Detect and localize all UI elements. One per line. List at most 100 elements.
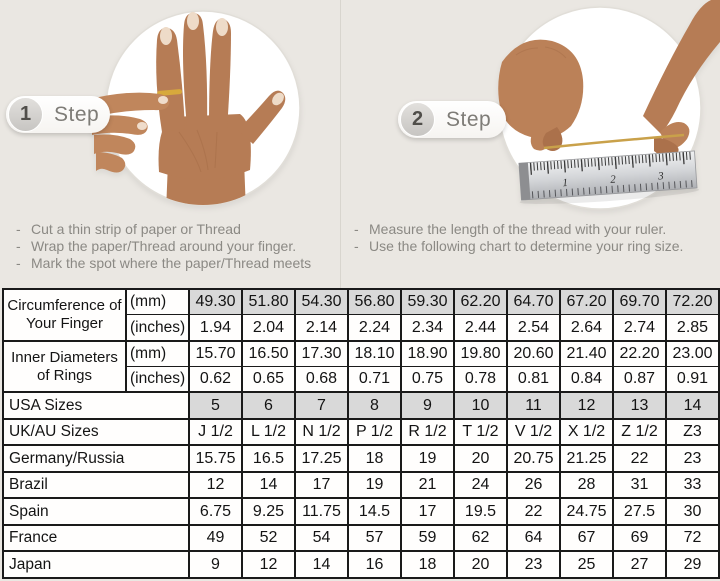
- size-value: 20.60: [506, 339, 561, 368]
- step-2-badge: 2 Step: [398, 101, 506, 138]
- table-row: USA Sizes 5 6 7 8 9 10 11 12 13 14: [2, 391, 720, 420]
- table-row: Inner Diameters of Rings (mm) 15.70 16.50 17…: [2, 339, 720, 394]
- size-value: 10: [453, 391, 508, 420]
- instruction-text: Measure the length of the thread with yo…: [369, 221, 667, 237]
- size-value: 64: [506, 523, 561, 553]
- size-value: 18.90: [400, 339, 455, 368]
- size-value: 69: [612, 523, 667, 553]
- instruction-text: Wrap the paper/Thread around your finger…: [31, 238, 297, 254]
- instruction-text: Mark the spot where the paper/Thread mee…: [31, 255, 312, 271]
- ring-size-table-container: Circumference of Your Finger (mm) 49.30 51.…: [2, 288, 720, 579]
- ruler-icon: 1 2 3: [518, 150, 700, 204]
- size-value: 0.75: [400, 366, 455, 394]
- size-value: 14: [665, 391, 720, 420]
- size-value: 2.44: [453, 314, 508, 342]
- size-value: 19: [400, 444, 455, 473]
- size-value: 54: [294, 523, 349, 553]
- size-value: 23.00: [665, 339, 720, 368]
- size-value: 21.40: [559, 339, 614, 368]
- size-value: 11: [506, 391, 561, 420]
- size-value: 29: [665, 550, 720, 579]
- step-2-number: 2: [400, 102, 435, 137]
- size-value: 0.62: [188, 366, 243, 394]
- svg-text:2: 2: [610, 173, 617, 185]
- region-label: USA Sizes: [2, 391, 190, 420]
- size-value: 17.30: [294, 339, 349, 368]
- size-value: 11.75: [294, 497, 349, 526]
- thread-ruler-illustration: 1 2 3: [498, 0, 720, 210]
- size-value: 62: [453, 523, 508, 553]
- size-value: 31: [612, 470, 667, 500]
- svg-text:3: 3: [657, 170, 665, 182]
- size-value: 8: [347, 391, 402, 420]
- size-value: 23: [665, 444, 720, 473]
- size-value: 2.74: [612, 314, 667, 342]
- unit-label: (mm): [125, 339, 190, 368]
- size-value: 20: [453, 550, 508, 579]
- table-row: UK/AU Sizes J 1/2 L 1/2 N 1/2 P 1/2 R 1/2 T 1/…: [2, 417, 720, 447]
- size-value: 9: [400, 391, 455, 420]
- gold-ring-icon: [157, 89, 183, 96]
- size-value: 0.87: [612, 366, 667, 394]
- size-value: 19: [347, 470, 402, 500]
- table-row: Germany/Russia 15.75 16.5 17.25 18 19 20 20.75 2…: [2, 444, 720, 473]
- table-row: Japan 9 12 14 16 18 20 23 25 27 29: [2, 550, 720, 579]
- size-value: 27.5: [612, 497, 667, 526]
- size-value: 6.75: [188, 497, 243, 526]
- size-value: 1.94: [188, 314, 243, 342]
- hand-with-ring-illustration: [92, 10, 301, 206]
- size-value: 14: [241, 470, 296, 500]
- helper-hand-shape: [92, 92, 170, 173]
- region-label: Japan: [2, 550, 190, 579]
- size-value: 2.24: [347, 314, 402, 342]
- size-value: 19.80: [453, 339, 508, 368]
- size-value: 9.25: [241, 497, 296, 526]
- size-value: 2.04: [241, 314, 296, 342]
- size-value: 12: [559, 391, 614, 420]
- size-value: L 1/2: [241, 417, 296, 447]
- size-value: 0.65: [241, 366, 296, 394]
- region-label: France: [2, 523, 190, 553]
- size-value: 2.54: [506, 314, 561, 342]
- size-value: 25: [559, 550, 614, 579]
- panel-divider: [340, 0, 341, 288]
- step-1-label: Step: [54, 102, 100, 126]
- region-label: UK/AU Sizes: [2, 417, 190, 447]
- size-value: 0.71: [347, 366, 402, 394]
- size-value: 24: [453, 470, 508, 500]
- size-value: 62.20: [453, 288, 508, 316]
- size-value: 27: [612, 550, 667, 579]
- size-value: 54.30: [294, 288, 349, 316]
- size-value: 22: [612, 444, 667, 473]
- size-value: J 1/2: [188, 417, 243, 447]
- region-label: Brazil: [2, 470, 190, 500]
- step-1-instructions: - Cut a thin strip of paper or Thread - …: [16, 221, 340, 272]
- size-value: 33: [665, 470, 720, 500]
- ring-size-table: Circumference of Your Finger (mm) 49.30 51.…: [2, 288, 720, 579]
- row-group-label: Circumference of Your Finger: [2, 288, 127, 342]
- size-value: 0.84: [559, 366, 614, 394]
- size-value: 72.20: [665, 288, 720, 316]
- size-value: 0.68: [294, 366, 349, 394]
- size-value: 69.70: [612, 288, 667, 316]
- size-value: 72: [665, 523, 720, 553]
- size-value: 20: [453, 444, 508, 473]
- size-value: 18.10: [347, 339, 402, 368]
- size-value: X 1/2: [559, 417, 614, 447]
- size-value: 6: [241, 391, 296, 420]
- instruction-line: - Measure the length of the thread with …: [354, 221, 667, 237]
- table-row: Circumference of Your Finger (mm) 49.30 51.…: [2, 288, 720, 342]
- size-value: Z3: [665, 417, 720, 447]
- size-value: 21.25: [559, 444, 614, 473]
- unit-label: (mm): [125, 288, 190, 316]
- size-value: 22: [506, 497, 561, 526]
- size-value: 17: [400, 497, 455, 526]
- table-row: (inches) 1.94 2.04 2.14 2.24 2.34 2.44 2.54 2.64…: [3, 314, 720, 342]
- size-value: P 1/2: [347, 417, 402, 447]
- size-value: 26: [506, 470, 561, 500]
- instruction-line: - Use the following chart to determine y…: [354, 238, 684, 254]
- size-value: 17: [294, 470, 349, 500]
- size-value: 52: [241, 523, 296, 553]
- size-value: T 1/2: [453, 417, 508, 447]
